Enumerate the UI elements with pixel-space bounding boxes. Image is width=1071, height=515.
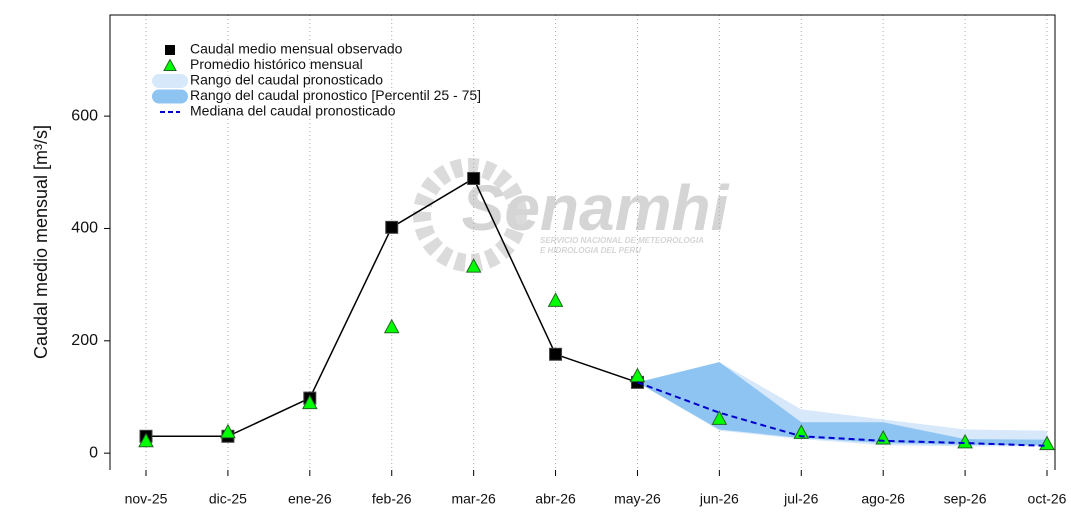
- marker: [383, 318, 400, 334]
- marker: [793, 424, 810, 439]
- x-tick-label: oct-26: [1028, 491, 1067, 507]
- marker: [138, 432, 154, 448]
- y-tick-label: 400: [71, 220, 98, 237]
- marker: [957, 433, 973, 449]
- legend-label: Promedio histórico mensual: [190, 56, 363, 72]
- legend-label: Caudal medio mensual observado: [190, 41, 403, 57]
- y-tick-label: 200: [71, 332, 98, 349]
- watermark: Senamhi SERVICIO NACIONAL DE METEOROLOGI…: [413, 158, 730, 272]
- legend-marker: [163, 58, 177, 71]
- x-tick-label: sep-26: [944, 491, 987, 507]
- x-tick-label: abr-26: [535, 491, 576, 507]
- y-axis-label: Caudal medio mensual [m³/s]: [31, 125, 51, 359]
- marker: [465, 258, 482, 273]
- marker: [220, 423, 236, 439]
- marker: [467, 171, 481, 185]
- x-tick-label: may-26: [614, 491, 661, 507]
- x-tick-label: ago-26: [861, 491, 905, 507]
- x-tick-label: dic-25: [209, 491, 247, 507]
- legend-marker: [152, 74, 188, 88]
- y-tick-label: 0: [89, 444, 98, 461]
- marker: [629, 367, 646, 383]
- marker: [711, 410, 728, 425]
- marker: [549, 347, 563, 361]
- series-line: [637, 381, 1048, 447]
- x-tick-label: jul-26: [783, 491, 818, 507]
- marker: [547, 292, 564, 307]
- legend-label: Rango del caudal pronosticado: [190, 72, 383, 88]
- marker: [301, 394, 318, 410]
- legend-marker: [152, 89, 188, 104]
- legend-marker: [165, 45, 175, 55]
- watermark-title: Senamhi: [462, 172, 730, 244]
- legend-label: Rango del caudal pronostico [Percentil 2…: [190, 87, 481, 103]
- watermark-line: SERVICIO NACIONAL DE METEOROLOGIA: [540, 236, 704, 245]
- marker: [385, 220, 399, 234]
- x-tick-label: feb-26: [372, 491, 412, 507]
- legend-label: Mediana del caudal pronosticado: [190, 103, 396, 119]
- x-tick-label: jun-26: [699, 491, 739, 507]
- watermark-logo: [413, 158, 527, 272]
- forecast-band: [637, 362, 1047, 446]
- x-tick-label: nov-25: [125, 491, 168, 507]
- x-tick-label: ene-26: [288, 491, 332, 507]
- watermark-line: E HIDROLOGIA DEL PERU: [540, 246, 641, 255]
- x-tick-label: mar-26: [451, 491, 496, 507]
- plot-frame: [109, 14, 1056, 470]
- y-tick-label: 600: [71, 107, 98, 124]
